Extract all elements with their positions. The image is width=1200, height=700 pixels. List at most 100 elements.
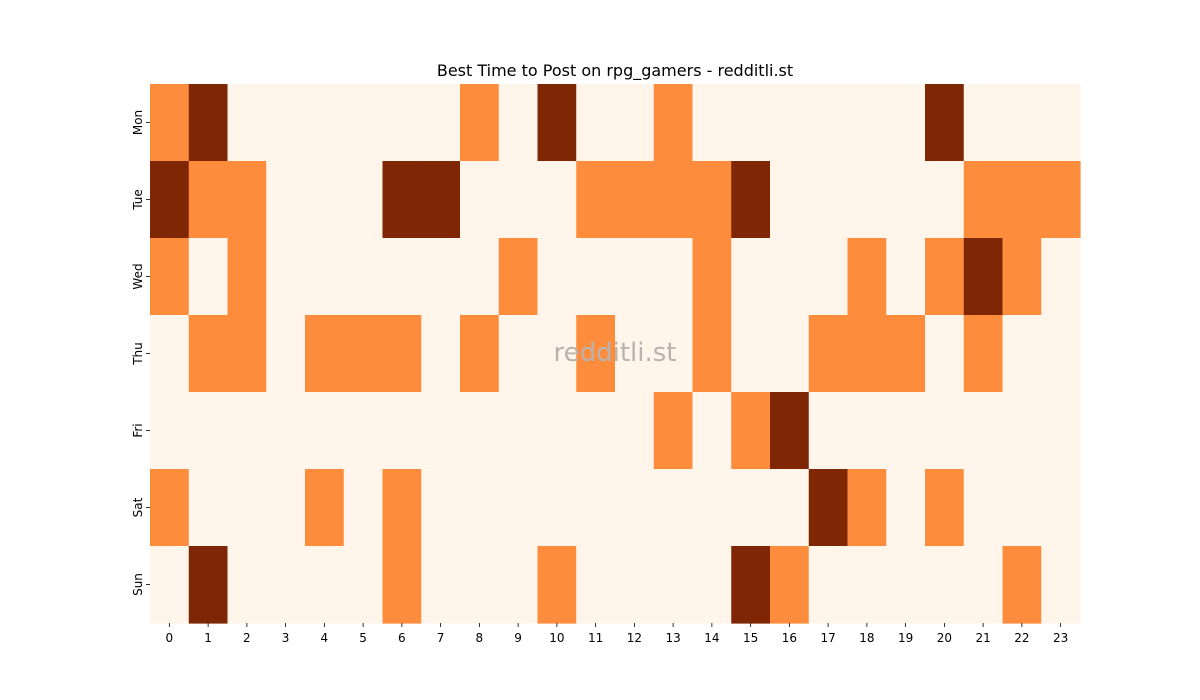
heatmap-cell-sun-11 xyxy=(576,546,616,624)
heatmap-cell-sat-23 xyxy=(1041,469,1081,547)
heatmap-cell-tue-12 xyxy=(615,161,655,239)
heatmap-cell-wed-15 xyxy=(731,238,771,316)
heatmap-cell-tue-15 xyxy=(731,161,771,239)
x-tick-label: 5 xyxy=(359,631,367,645)
y-tick-label: Sat xyxy=(131,497,145,517)
x-tick-label: 11 xyxy=(588,631,603,645)
heatmap-cell-fri-1 xyxy=(188,392,229,470)
x-tick-label: 22 xyxy=(1014,631,1029,645)
heatmap-cell-sun-19 xyxy=(886,546,926,624)
heatmap-cell-wed-5 xyxy=(343,238,384,316)
heatmap-cell-sat-22 xyxy=(1002,469,1042,547)
heatmap-cell-sat-1 xyxy=(188,469,229,547)
heatmap-cell-mon-7 xyxy=(421,84,461,162)
heatmap-cell-mon-23 xyxy=(1041,84,1081,162)
heatmap-cell-wed-23 xyxy=(1041,238,1081,316)
heatmap-cell-wed-8 xyxy=(460,238,500,316)
heatmap-cell-sun-16 xyxy=(770,546,810,624)
heatmap-cell-sat-12 xyxy=(615,469,655,547)
heatmap-cell-wed-1 xyxy=(188,238,229,316)
watermark: redditli.st xyxy=(554,338,677,368)
y-tick-label: Sun xyxy=(131,573,145,596)
heatmap-cell-thu-20 xyxy=(925,315,965,393)
heatmap-cell-thu-17 xyxy=(808,315,849,393)
heatmap-cell-tue-7 xyxy=(421,161,461,239)
heatmap-cell-tue-4 xyxy=(305,161,345,239)
heatmap-cell-mon-0 xyxy=(150,84,190,162)
heatmap-cell-fri-17 xyxy=(808,392,849,470)
x-tick-label: 10 xyxy=(549,631,564,645)
heatmap-cell-wed-22 xyxy=(1002,238,1042,316)
heatmap-cell-fri-7 xyxy=(421,392,461,470)
heatmap-cell-wed-10 xyxy=(537,238,577,316)
heatmap-cell-mon-21 xyxy=(963,84,1004,162)
heatmap-cell-wed-21 xyxy=(963,238,1004,316)
heatmap-cell-tue-0 xyxy=(150,161,190,239)
heatmap-cell-tue-23 xyxy=(1041,161,1081,239)
heatmap-cell-mon-16 xyxy=(770,84,810,162)
heatmap-cell-fri-23 xyxy=(1041,392,1081,470)
heatmap-cell-fri-22 xyxy=(1002,392,1042,470)
heatmap-cell-tue-14 xyxy=(692,161,732,239)
heatmap-cell-tue-5 xyxy=(343,161,384,239)
heatmap-cell-tue-16 xyxy=(770,161,810,239)
heatmap-cell-fri-14 xyxy=(692,392,732,470)
heatmap-cell-thu-7 xyxy=(421,315,461,393)
heatmap-cell-tue-3 xyxy=(266,161,306,239)
heatmap-cell-fri-16 xyxy=(770,392,810,470)
y-tick-label: Mon xyxy=(131,110,145,135)
heatmap-cell-fri-21 xyxy=(963,392,1004,470)
heatmap-cell-mon-19 xyxy=(886,84,926,162)
heatmap-cell-sat-14 xyxy=(692,469,732,547)
heatmap-cell-sun-13 xyxy=(653,546,694,624)
heatmap-cell-sat-16 xyxy=(770,469,810,547)
heatmap-cell-sat-9 xyxy=(498,469,539,547)
heatmap-cell-sun-4 xyxy=(305,546,345,624)
heatmap-cell-wed-12 xyxy=(615,238,655,316)
heatmap-cell-wed-6 xyxy=(382,238,422,316)
heatmap-cell-sun-12 xyxy=(615,546,655,624)
x-tick-label: 17 xyxy=(820,631,835,645)
heatmap-cell-thu-16 xyxy=(770,315,810,393)
heatmap-cell-sat-10 xyxy=(537,469,577,547)
heatmap-cell-wed-19 xyxy=(886,238,926,316)
heatmap-cell-fri-11 xyxy=(576,392,616,470)
heatmap-cell-fri-4 xyxy=(305,392,345,470)
heatmap-cell-fri-19 xyxy=(886,392,926,470)
heatmap-cell-fri-20 xyxy=(925,392,965,470)
heatmap-cell-wed-18 xyxy=(847,238,887,316)
heatmap-cell-sun-7 xyxy=(421,546,461,624)
heatmap-cell-tue-2 xyxy=(227,161,267,239)
heatmap-cell-thu-11 xyxy=(576,315,616,393)
heatmap-cell-fri-18 xyxy=(847,392,887,470)
x-tick-label: 23 xyxy=(1053,631,1068,645)
heatmap-cell-mon-4 xyxy=(305,84,345,162)
heatmap-cell-sun-6 xyxy=(382,546,422,624)
heatmap-cell-sun-23 xyxy=(1041,546,1081,624)
heatmap-cell-thu-13 xyxy=(653,315,694,393)
chart-title: Best Time to Post on rpg_gamers - reddit… xyxy=(437,61,793,81)
heatmap-cell-mon-22 xyxy=(1002,84,1042,162)
heatmap-cell-sun-1 xyxy=(188,546,229,624)
heatmap-cell-wed-3 xyxy=(266,238,306,316)
heatmap-cell-mon-13 xyxy=(653,84,694,162)
heatmap-cell-mon-11 xyxy=(576,84,616,162)
heatmap-cell-sat-19 xyxy=(886,469,926,547)
heatmap-cell-wed-20 xyxy=(925,238,965,316)
heatmap-cell-thu-0 xyxy=(150,315,190,393)
heatmap-cell-tue-13 xyxy=(653,161,694,239)
heatmap-cell-wed-0 xyxy=(150,238,190,316)
x-tick-label: 21 xyxy=(975,631,990,645)
x-tick-label: 14 xyxy=(704,631,719,645)
x-tick-label: 20 xyxy=(937,631,952,645)
heatmap-cell-fri-5 xyxy=(343,392,384,470)
heatmap-cell-sat-18 xyxy=(847,469,887,547)
heatmap-cell-thu-8 xyxy=(460,315,500,393)
heatmap-cell-mon-9 xyxy=(498,84,539,162)
heatmap-cell-tue-22 xyxy=(1002,161,1042,239)
x-tick-label: 4 xyxy=(321,631,329,645)
heatmap-cell-sat-13 xyxy=(653,469,694,547)
heatmap-cell-thu-14 xyxy=(692,315,732,393)
heatmap-cell-sat-21 xyxy=(963,469,1004,547)
